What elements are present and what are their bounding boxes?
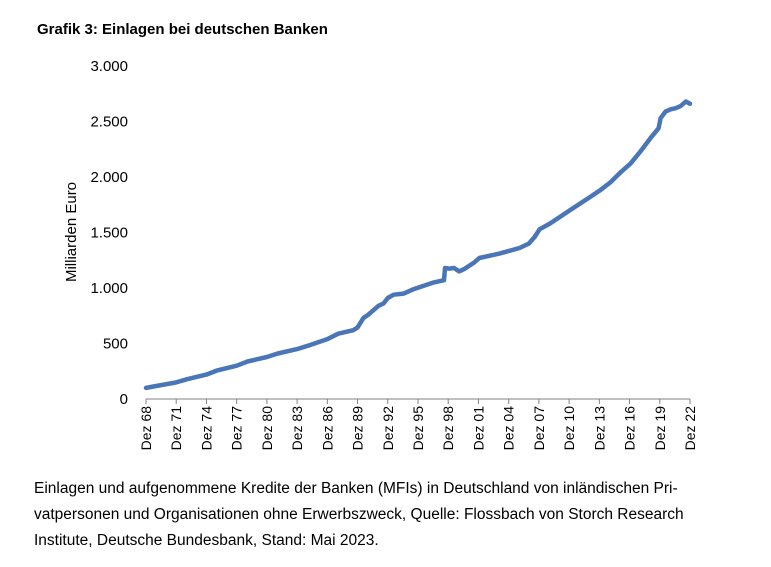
y-axis-label: Milliarden Euro — [63, 182, 80, 282]
x-tick-label: Dez 92 — [380, 406, 396, 451]
x-tick-label: Dez 04 — [501, 406, 517, 451]
x-tick-label: Dez 74 — [198, 406, 214, 451]
y-tick-label: 0 — [120, 391, 128, 408]
chart-title: Grafik 3: Einlagen bei deutschen Banken — [37, 21, 328, 38]
x-tick-label: Dez 89 — [350, 406, 366, 451]
x-tick-label: Dez 86 — [319, 406, 335, 451]
x-tick-label: Dez 71 — [168, 406, 184, 451]
caption-line: Einlagen und aufgenommene Kredite der Ba… — [34, 480, 678, 497]
y-tick-label: 3.000 — [90, 58, 128, 75]
x-tick-label: Dez 16 — [622, 406, 638, 451]
y-axis: 0 500 1.000 1.500 2.000 2.500 3.000 — [90, 58, 128, 408]
x-tick-label: Dez 01 — [470, 406, 486, 451]
x-tick-label: Dez 22 — [682, 406, 698, 451]
x-tick-label: Dez 19 — [652, 406, 668, 451]
x-tick-label: Dez 10 — [561, 406, 577, 451]
x-tick-label: Dez 07 — [531, 406, 547, 451]
y-tick-label: 500 — [103, 336, 128, 353]
chart-caption: Einlagen und aufgenommene Kredite der Ba… — [34, 476, 734, 554]
x-tick-label: Dez 83 — [289, 406, 305, 451]
caption-line: Institute, Deutsche Bundesbank, Stand: M… — [34, 532, 379, 549]
y-tick-label: 1.500 — [90, 225, 128, 242]
x-axis: Dez 68 Dez 71 Dez 74 Dez 77 Dez 80 Dez 83 Dez … — [138, 398, 698, 451]
x-tick-label: Dez 77 — [229, 406, 245, 451]
y-tick-label: 2.000 — [90, 169, 128, 186]
y-tick-label: 2.500 — [90, 114, 128, 131]
caption-line: vatpersonen und Organisationen ohne Erwe… — [34, 506, 684, 523]
series-line-einlagen — [143, 99, 693, 391]
x-tick-label: Dez 98 — [440, 406, 456, 451]
y-tick-label: 1.000 — [90, 280, 128, 297]
x-tick-label: Dez 80 — [259, 406, 275, 451]
x-tick-label: Dez 68 — [138, 406, 154, 451]
x-tick-label: Dez 95 — [410, 406, 426, 451]
x-tick-label: Dez 13 — [591, 406, 607, 451]
